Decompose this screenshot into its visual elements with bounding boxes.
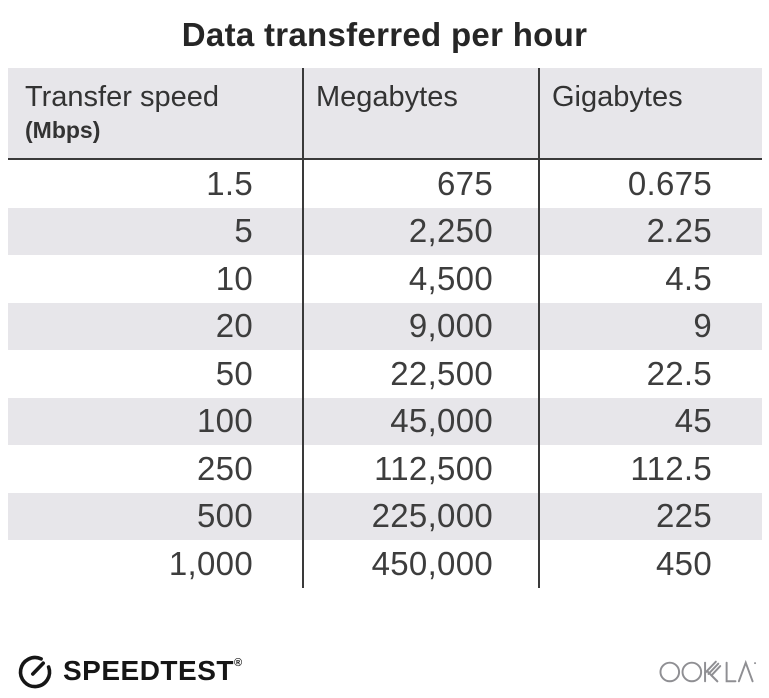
cell-mbps: 1,000 <box>168 544 253 582</box>
cell-megabytes: 45,000 <box>302 397 538 445</box>
speedtest-label: SPEEDTEST <box>63 655 234 686</box>
page-title: Data transferred per hour <box>181 16 588 53</box>
table-row: 20 9,000 9 <box>8 302 762 350</box>
header-transfer-speed: Transfer speed (Mbps) <box>8 68 302 158</box>
table-row: 250 112,500 112.5 <box>8 445 762 493</box>
cell-gigabytes: 2.25 <box>538 207 762 255</box>
speedtest-logo: SPEEDTEST® <box>16 652 243 690</box>
cell-gigabytes: 112.5 <box>538 445 762 493</box>
speedtest-gauge-icon <box>18 655 52 689</box>
cell-megabytes: 225,000 <box>302 492 538 540</box>
table-row: 1.5 675 0.675 <box>8 160 762 208</box>
footer: SPEEDTEST® OOKLA <box>16 648 757 694</box>
cell-mbps: 50 <box>215 354 253 392</box>
cell-gigabytes: 450 <box>538 540 762 588</box>
cell-megabytes: 2,250 <box>302 207 538 255</box>
table-row: 100 45,000 45 <box>8 397 762 445</box>
header-transfer-speed-label: Transfer speed <box>25 81 219 113</box>
cell-gigabytes: 9 <box>538 302 762 350</box>
cell-gigabytes: 4.5 <box>538 255 762 303</box>
table-row: 1,000 450,000 450 <box>8 540 762 588</box>
cell-mbps: 500 <box>197 497 253 535</box>
cell-mbps: 250 <box>197 449 253 487</box>
cell-megabytes: 22,500 <box>302 350 538 398</box>
registered-mark: ® <box>233 657 243 669</box>
cell-megabytes: 9,000 <box>302 302 538 350</box>
header-megabytes: Megabytes <box>302 68 538 158</box>
table-header: Transfer speed (Mbps) Megabytes Gigabyte… <box>8 68 762 160</box>
cell-mbps: 10 <box>215 259 253 297</box>
cell-gigabytes: 22.5 <box>538 350 762 398</box>
speedtest-wordmark: SPEEDTEST® <box>63 655 243 687</box>
header-gigabytes-label: Gigabytes <box>552 81 683 113</box>
cell-megabytes: 112,500 <box>302 445 538 493</box>
cell-megabytes: 4,500 <box>302 255 538 303</box>
table-row: 5 2,250 2.25 <box>8 207 762 255</box>
cell-mbps: 1.5 <box>206 164 253 202</box>
cell-megabytes: 450,000 <box>302 540 538 588</box>
header-megabytes-label: Megabytes <box>316 81 458 113</box>
cell-mbps: 20 <box>215 307 253 345</box>
cell-megabytes: 675 <box>302 160 538 208</box>
cell-mbps: 100 <box>197 402 253 440</box>
cell-gigabytes: 0.675 <box>538 160 762 208</box>
cell-mbps: 5 <box>234 212 253 250</box>
cell-gigabytes: 45 <box>538 397 762 445</box>
ookla-wordmark-icon <box>659 659 757 683</box>
data-table: Transfer speed (Mbps) Megabytes Gigabyte… <box>8 68 762 588</box>
cell-gigabytes: 225 <box>538 492 762 540</box>
table-row: 500 225,000 225 <box>8 492 762 540</box>
ookla-logo: OOKLA <box>659 655 757 687</box>
table-row: 50 22,500 22.5 <box>8 350 762 398</box>
table-row: 10 4,500 4.5 <box>8 255 762 303</box>
header-gigabytes: Gigabytes <box>538 68 762 158</box>
table-body: 1.5 675 0.675 5 2,250 2.25 10 4,500 4.5 … <box>8 160 762 588</box>
header-mbps-unit: (Mbps) <box>25 117 101 144</box>
